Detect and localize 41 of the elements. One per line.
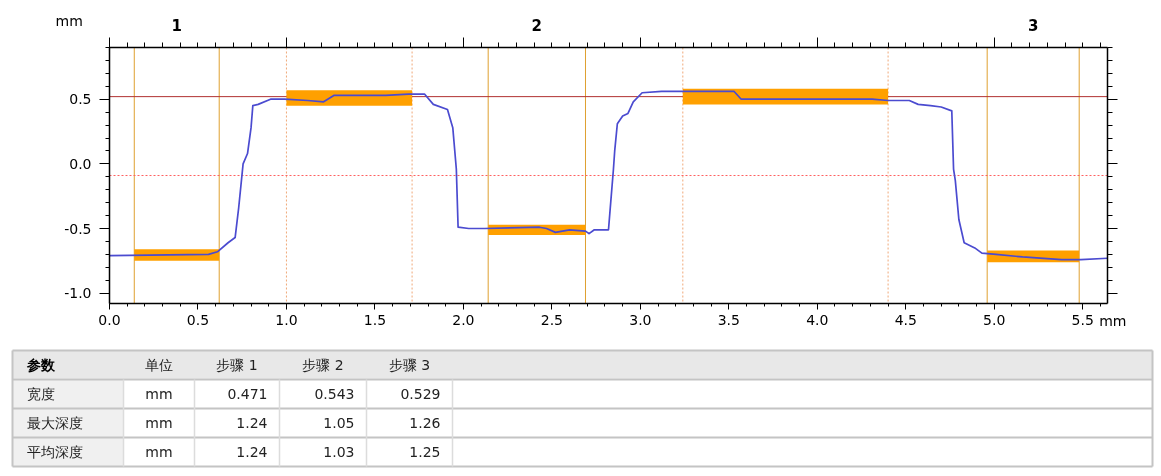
text: 1.05 bbox=[323, 415, 355, 431]
category-label: 步骤 2 bbox=[302, 357, 344, 373]
y-tick-label: -0.5 bbox=[64, 220, 92, 237]
x-tick-label: 0.5 bbox=[186, 311, 210, 328]
x-tick-label: 2.0 bbox=[452, 311, 475, 328]
x-tick-label: 4.5 bbox=[894, 311, 917, 328]
text: 1.03 bbox=[323, 444, 355, 460]
text: 0.471 bbox=[227, 386, 268, 402]
x-tick-label: 1.5 bbox=[363, 311, 387, 328]
text: 0.529 bbox=[400, 386, 441, 402]
y-tick-label: -1.0 bbox=[64, 285, 92, 302]
category-label: 步骤 1 bbox=[216, 357, 258, 373]
y-tick-label: 0.5 bbox=[69, 91, 92, 108]
text: 1.24 bbox=[236, 415, 268, 431]
text: 1.26 bbox=[409, 415, 441, 431]
category-label: 最大深度 bbox=[26, 415, 83, 431]
text: 3 bbox=[1027, 16, 1039, 35]
text: 1.24 bbox=[236, 444, 268, 460]
text: 1 bbox=[171, 16, 182, 35]
text: 2 bbox=[531, 16, 543, 35]
text: 1.25 bbox=[409, 444, 441, 460]
x-tick-label: 2.5 bbox=[540, 311, 564, 328]
y-axis-title: mm bbox=[55, 12, 83, 29]
x-tick-label: 4.0 bbox=[806, 311, 829, 328]
text: 0.543 bbox=[314, 386, 355, 402]
text: mm bbox=[145, 415, 173, 431]
x-tick-label: 5.0 bbox=[983, 311, 1006, 328]
x-tick-label: 5.5 bbox=[1071, 311, 1094, 328]
category-label: 平均深度 bbox=[26, 444, 83, 460]
x-tick-label: 1.0 bbox=[275, 311, 298, 328]
x-tick-label: 3.0 bbox=[629, 311, 652, 328]
x-tick-label: 0.0 bbox=[98, 311, 121, 328]
text: mm bbox=[145, 444, 173, 460]
text: mm bbox=[145, 386, 173, 402]
text: 参数 bbox=[25, 357, 56, 373]
category-label: 宽度 bbox=[26, 386, 55, 402]
y-tick-label: 0.0 bbox=[69, 155, 92, 172]
x-axis-title: mm bbox=[1099, 312, 1127, 329]
x-tick-label: 3.5 bbox=[717, 311, 740, 328]
category-label: 步骤 3 bbox=[388, 357, 431, 373]
category-label: 单位 bbox=[145, 357, 173, 373]
